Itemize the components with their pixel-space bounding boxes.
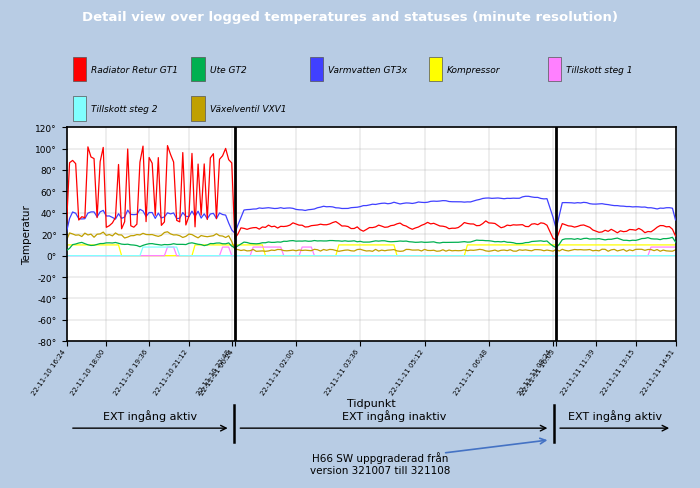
Text: EXT ingång aktiv: EXT ingång aktiv	[103, 409, 197, 421]
Bar	[547, 58, 561, 82]
Bar	[73, 97, 86, 122]
Text: Tillskott steg 2: Tillskott steg 2	[91, 104, 158, 113]
Text: Ute GT2: Ute GT2	[209, 66, 246, 75]
Bar	[191, 97, 204, 122]
Text: H66 SW uppgraderad från
version 321007 till 321108: H66 SW uppgraderad från version 321007 t…	[309, 451, 450, 475]
Text: Kompressor: Kompressor	[447, 66, 500, 75]
Bar	[310, 58, 323, 82]
Text: Radiator Retur GT1: Radiator Retur GT1	[91, 66, 178, 75]
Text: Växelventil VXV1: Växelventil VXV1	[209, 104, 286, 113]
X-axis label: Tidpunkt: Tidpunkt	[346, 399, 395, 408]
Text: Detail view over logged temperatures and statuses (minute resolution): Detail view over logged temperatures and…	[82, 11, 618, 24]
Bar	[73, 58, 86, 82]
Text: Varmvatten GT3x: Varmvatten GT3x	[328, 66, 407, 75]
Text: EXT ingång inaktiv: EXT ingång inaktiv	[342, 409, 446, 421]
Bar	[429, 58, 442, 82]
Bar	[191, 58, 204, 82]
Text: EXT ingång aktiv: EXT ingång aktiv	[568, 409, 662, 421]
Y-axis label: Temperatur: Temperatur	[22, 205, 32, 264]
Text: Tillskott steg 1: Tillskott steg 1	[566, 66, 632, 75]
